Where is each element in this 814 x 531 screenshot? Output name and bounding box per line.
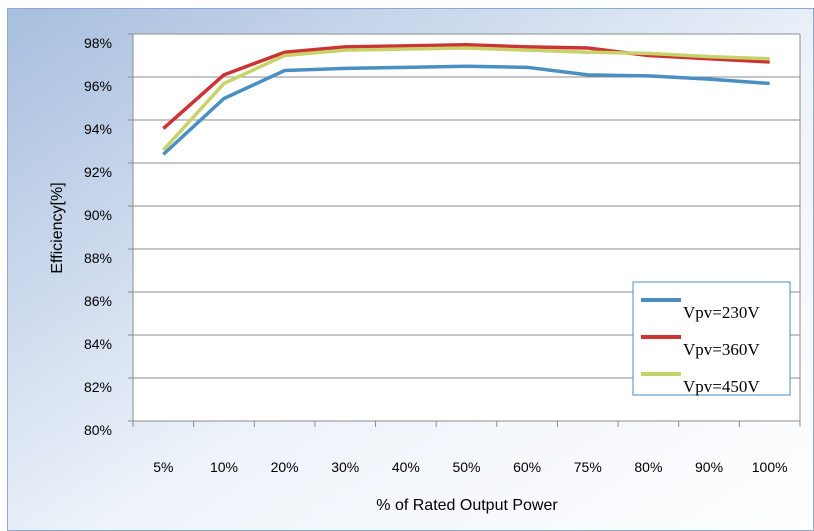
y-tick-label: 90% <box>84 207 112 223</box>
x-tick-label: 100% <box>752 459 788 475</box>
y-tick-label: 88% <box>84 250 112 266</box>
x-tick-label: 75% <box>574 459 602 475</box>
x-tick-label: 80% <box>634 459 662 475</box>
y-tick-label: 96% <box>84 78 112 94</box>
x-tick-label: 60% <box>513 459 541 475</box>
legend-label: Vpv=360V <box>683 340 760 359</box>
x-tick-label: 40% <box>392 459 420 475</box>
x-tick-label: 50% <box>452 459 480 475</box>
series-line <box>162 46 770 152</box>
legend-label: Vpv=450V <box>683 377 760 396</box>
y-tick-label: 82% <box>84 379 112 395</box>
x-tick-label: 20% <box>271 459 299 475</box>
y-tick-label: 86% <box>84 293 112 309</box>
series-line <box>162 43 770 130</box>
x-tick-label: 90% <box>695 459 723 475</box>
y-axis-label: Efficiency[%] <box>49 182 66 273</box>
y-tick-label: 94% <box>84 121 112 137</box>
x-axis-label: % of Rated Output Power <box>376 497 558 514</box>
y-tick-label: 92% <box>84 164 112 180</box>
series-line <box>162 64 770 156</box>
x-tick-label: 10% <box>210 459 238 475</box>
y-tick-label: 84% <box>84 336 112 352</box>
y-tick-label: 80% <box>84 422 112 438</box>
x-tick-label: 5% <box>153 459 173 475</box>
x-tick-label: 30% <box>331 459 359 475</box>
legend-label: Vpv=230V <box>683 303 760 322</box>
y-tick-label: 98% <box>84 35 112 51</box>
